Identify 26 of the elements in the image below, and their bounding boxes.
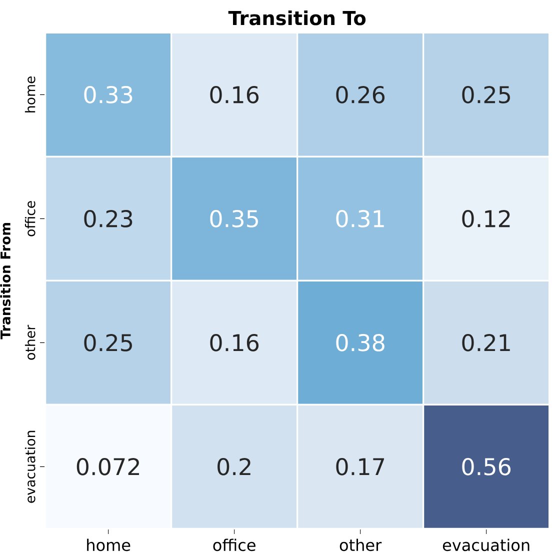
x-tick-label: office	[213, 538, 256, 552]
data-label: 0.25	[462, 86, 510, 104]
data-label: 0.38	[336, 334, 384, 352]
data-label: 0.16	[210, 334, 259, 352]
data-label: 0.16	[210, 86, 259, 104]
chart-title: Transition To	[228, 10, 366, 26]
data-label: 0.26	[336, 86, 385, 104]
data-label: 0.23	[84, 210, 132, 228]
data-label: 0.33	[84, 86, 132, 104]
y-axis-title: Transition From	[0, 223, 10, 340]
data-label: 0.072	[76, 458, 139, 476]
y-tick-label: home	[24, 76, 36, 112]
data-label: 0.35	[210, 210, 258, 228]
x-tick-label: home	[87, 538, 130, 552]
data-label: 0.21	[462, 334, 510, 352]
data-label: 0.17	[336, 458, 384, 476]
y-tick-label: other	[24, 324, 36, 360]
data-label: 0.25	[84, 334, 132, 352]
data-label: 0.56	[462, 458, 511, 476]
y-tick-label: office	[24, 201, 36, 236]
data-label: 0.2	[218, 458, 250, 476]
x-tick-label: evacuation	[442, 538, 530, 552]
data-label: 0.31	[336, 210, 384, 228]
data-label: 0.12	[462, 210, 510, 228]
y-tick-label: evacuation	[24, 430, 36, 503]
x-tick-label: other	[340, 538, 382, 552]
